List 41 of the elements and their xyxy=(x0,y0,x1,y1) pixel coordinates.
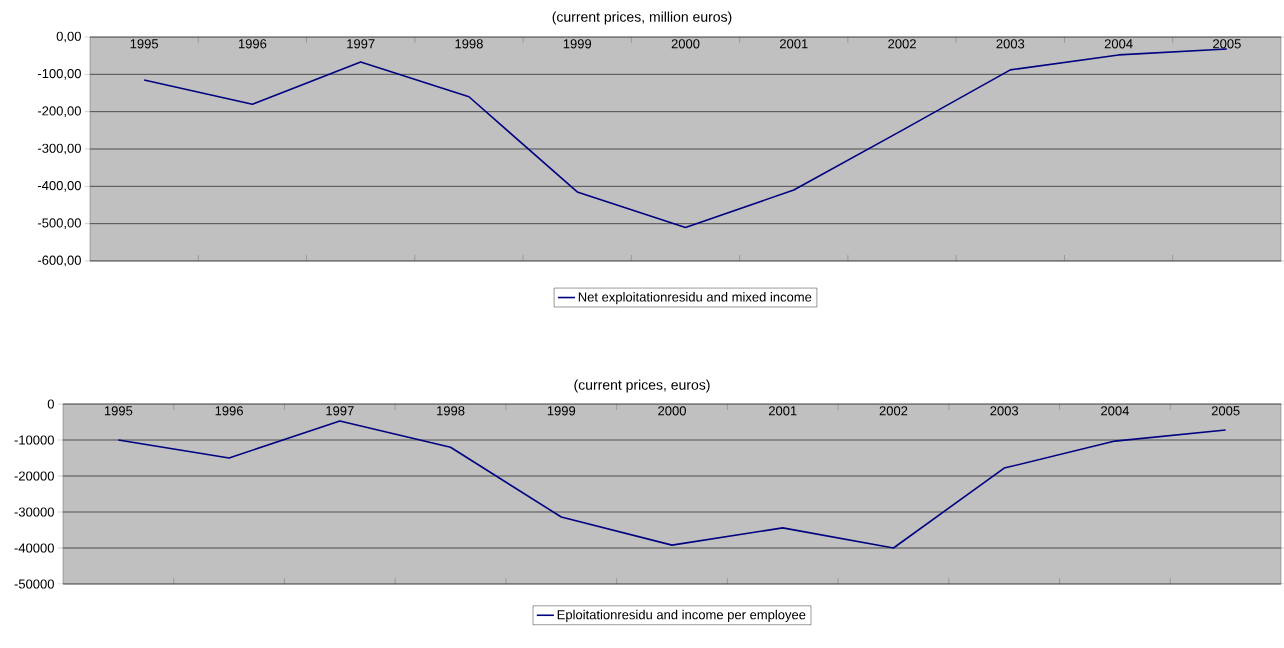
x-tick-label: 1997 xyxy=(326,406,354,416)
x-tick-label: 1996 xyxy=(238,39,267,49)
y-tick-label: -600,00 xyxy=(37,255,81,267)
chart-title: (current prices, million euros) xyxy=(552,11,732,25)
x-tick-label: 1999 xyxy=(563,39,592,49)
y-tick-label: -400,00 xyxy=(37,180,81,192)
x-tick-label: 1998 xyxy=(437,406,465,416)
line-series xyxy=(117,420,1227,549)
x-tick-label: 2002 xyxy=(888,39,916,49)
legend-label: Eploitationresidu and income per employee xyxy=(557,609,806,622)
x-tick-label: 2000 xyxy=(658,406,686,416)
y-tick-label: -40000 xyxy=(14,543,54,553)
chart-title: (current prices, euros) xyxy=(574,379,710,393)
x-tick-label: 2003 xyxy=(990,406,1019,416)
x-tick-label: 2004 xyxy=(1101,406,1129,416)
x-tick-label: 2004 xyxy=(1104,39,1133,49)
line-series xyxy=(143,48,1228,229)
legend-label: Net exploitationresidu and mixed income xyxy=(578,292,812,305)
x-tick-label: 2003 xyxy=(996,39,1025,49)
x-tick-label: 2002 xyxy=(879,406,908,416)
y-tick-label: 0 xyxy=(47,399,54,409)
y-tick-label: -10000 xyxy=(14,435,54,445)
x-tick-label: 2005 xyxy=(1211,406,1240,416)
x-tick-label: 1995 xyxy=(130,39,159,49)
x-tick-label: 2000 xyxy=(671,39,700,49)
y-tick-label: -30000 xyxy=(14,507,54,517)
x-tick-label: 2001 xyxy=(768,406,797,416)
y-tick-label: -100,00 xyxy=(37,68,81,80)
x-tick-label: 2001 xyxy=(779,39,808,49)
x-tick-label: 1996 xyxy=(215,406,243,416)
y-tick-label: -200,00 xyxy=(37,106,81,118)
x-tick-label: 1999 xyxy=(547,406,576,416)
y-tick-label: -50000 xyxy=(14,579,54,589)
y-tick-label: -500,00 xyxy=(37,218,81,230)
y-tick-label: -20000 xyxy=(14,471,54,481)
y-tick-label: -300,00 xyxy=(37,143,81,155)
x-tick-label: 1995 xyxy=(104,406,133,416)
y-tick-label: 0,00 xyxy=(56,31,81,43)
x-tick-label: 2005 xyxy=(1213,39,1241,49)
x-tick-label: 1998 xyxy=(455,39,483,49)
x-tick-label: 1997 xyxy=(347,39,375,49)
